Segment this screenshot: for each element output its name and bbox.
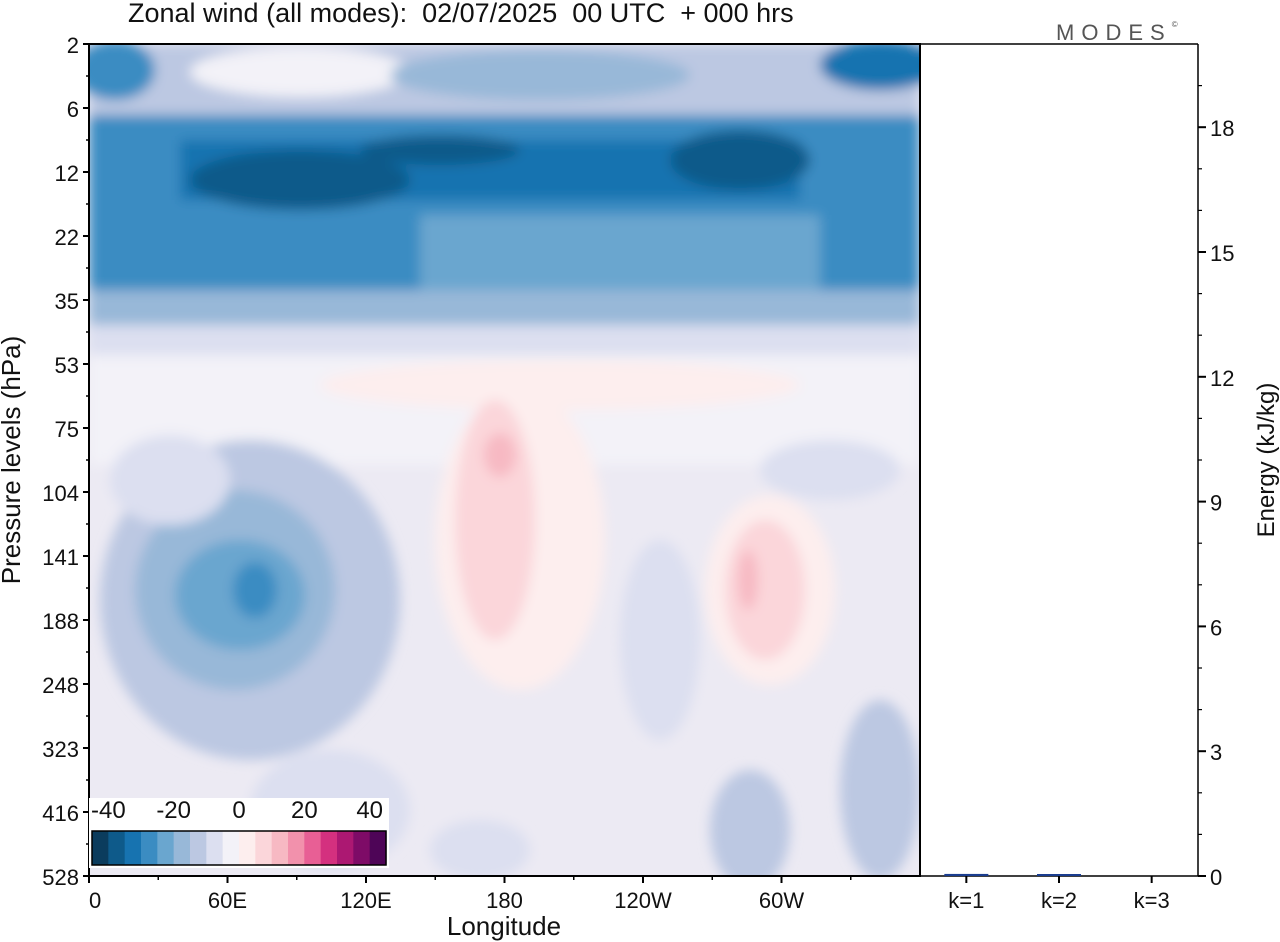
colorbar-swatch bbox=[157, 831, 175, 865]
energy-bar bbox=[944, 873, 989, 876]
heatmap-panel: 2 6 12 22 35 53 75 104 141 188 248 323 416 528 0 60E 12… bbox=[0, 33, 921, 941]
zone-60w-core bbox=[738, 550, 758, 610]
colorbar-swatch bbox=[173, 831, 191, 865]
energy-tick-label: 15 bbox=[1210, 241, 1234, 266]
energy-bars bbox=[944, 873, 1081, 876]
brand-name: MODES bbox=[1056, 20, 1172, 45]
colorbar-swatches bbox=[92, 831, 387, 865]
colorbar-swatch bbox=[369, 831, 387, 865]
y-tick-label: 104 bbox=[42, 481, 79, 506]
energy-tick-label: 12 bbox=[1210, 366, 1234, 391]
y-tick-label: 35 bbox=[55, 289, 79, 314]
y-tick-label: 323 bbox=[42, 737, 79, 762]
energy-axis: 0 3 6 9 12 15 18 bbox=[1198, 84, 1234, 890]
x-tick-label: 60W bbox=[759, 888, 804, 913]
contour-fills bbox=[89, 44, 920, 876]
colorbar-tick-label: 40 bbox=[356, 797, 383, 824]
colorbar-frame bbox=[91, 830, 387, 866]
energy-category-label: k=2 bbox=[1041, 888, 1077, 913]
colorbar-swatch bbox=[222, 831, 240, 865]
zone-neutral-pink bbox=[320, 360, 800, 410]
energy-tick-label: 3 bbox=[1210, 740, 1222, 765]
colorbar-swatch bbox=[255, 831, 273, 865]
energy-bar bbox=[1037, 874, 1081, 876]
colorbar-ticks: -40 -20 0 20 40 bbox=[91, 797, 383, 824]
colorbar-tick-label: 20 bbox=[291, 797, 318, 824]
brand-logo: MODES© bbox=[1056, 20, 1178, 46]
colorbar-swatch bbox=[92, 831, 109, 865]
x-tick-label: 0 bbox=[89, 888, 101, 913]
colorbar-tick-label: -40 bbox=[91, 797, 126, 824]
zone-jet-core-west bbox=[190, 150, 410, 210]
colorbar-swatch bbox=[190, 831, 207, 865]
y-tick-label: 528 bbox=[42, 865, 79, 890]
zone-60w-mid bbox=[725, 520, 805, 660]
zone-dateline-core bbox=[484, 433, 516, 477]
energy-category-label: k=1 bbox=[948, 888, 984, 913]
zone-lower-patch-5 bbox=[430, 820, 530, 876]
energy-tick-label: 0 bbox=[1210, 865, 1222, 890]
colorbar-swatch bbox=[239, 831, 256, 865]
colorbar-swatch bbox=[320, 831, 338, 865]
energy-tick-label: 18 bbox=[1210, 116, 1234, 141]
zone-transition-light bbox=[89, 325, 920, 360]
y-tick-label: 75 bbox=[55, 417, 79, 442]
zone-jet-core-mid bbox=[360, 135, 520, 165]
zone-upper-mid bbox=[390, 50, 690, 100]
colorbar-swatch bbox=[124, 831, 142, 865]
y-tick-label: 53 bbox=[55, 353, 79, 378]
x-tick-label: 120W bbox=[614, 888, 672, 913]
colorbar-swatch bbox=[141, 831, 158, 865]
energy-panel: 0 3 6 9 12 15 18 k=1 k=2 k=3 Energy (kJ/kg) bbox=[919, 43, 1280, 913]
colorbar-swatch bbox=[288, 831, 305, 865]
zone-jet-core-east bbox=[670, 130, 810, 190]
longitude-axis: 0 60E 120E 180 120W 60W bbox=[88, 876, 852, 913]
zone-transition bbox=[89, 290, 920, 330]
y-tick-label: 12 bbox=[55, 161, 79, 186]
energy-tick-label: 6 bbox=[1210, 615, 1222, 640]
colorbar-swatch bbox=[353, 831, 371, 865]
x-tick-label: 120E bbox=[340, 888, 391, 913]
energy-categories: k=1 k=2 k=3 bbox=[948, 876, 1170, 913]
zone-jet-lower bbox=[420, 215, 820, 295]
pressure-axis: 2 6 12 22 35 53 75 104 141 188 248 323 416 528 bbox=[42, 33, 89, 890]
colorbar: -40 -20 0 20 40 bbox=[89, 797, 389, 868]
colorbar-swatch bbox=[206, 831, 224, 865]
colorbar-tick-label: -20 bbox=[156, 797, 191, 824]
zone-lower-patch-3 bbox=[710, 770, 790, 876]
zone-upper-light-center bbox=[190, 47, 410, 97]
zone-lower-patch-7 bbox=[760, 440, 900, 500]
y-tick-label: 6 bbox=[67, 97, 79, 122]
zone-asia-core bbox=[233, 562, 277, 618]
y-tick-label: 2 bbox=[67, 33, 79, 58]
colorbar-swatch bbox=[304, 831, 322, 865]
brand-mark: © bbox=[1171, 20, 1178, 29]
y-tick-label: 22 bbox=[55, 225, 79, 250]
zone-lower-patch-6 bbox=[110, 435, 230, 525]
y-tick-label: 248 bbox=[42, 673, 79, 698]
colorbar-swatch bbox=[271, 831, 289, 865]
y-axis-label: Pressure levels (hPa) bbox=[0, 336, 26, 585]
x-axis-label: Longitude bbox=[447, 911, 561, 941]
heatmap-field bbox=[89, 44, 920, 876]
energy-tick-label: 9 bbox=[1210, 491, 1222, 516]
energy-axis-label: Energy (kJ/kg) bbox=[1253, 383, 1280, 538]
y-tick-label: 188 bbox=[42, 609, 79, 634]
colorbar-swatch bbox=[108, 831, 126, 865]
zone-upper-east-core bbox=[820, 44, 920, 90]
colorbar-swatch bbox=[337, 831, 354, 865]
zone-lower-patch-1 bbox=[620, 540, 700, 740]
zone-lower-patch-2 bbox=[840, 700, 920, 876]
zone-upper-west-core bbox=[89, 44, 155, 100]
colorbar-tick-label: 0 bbox=[232, 797, 245, 824]
y-tick-label: 416 bbox=[42, 801, 79, 826]
energy-category-label: k=3 bbox=[1134, 888, 1170, 913]
x-tick-label: 180 bbox=[486, 888, 523, 913]
chart-title: Zonal wind (all modes): 02/07/2025 00 UT… bbox=[128, 0, 794, 28]
x-tick-label: 60E bbox=[208, 888, 247, 913]
y-tick-label: 141 bbox=[42, 545, 79, 570]
